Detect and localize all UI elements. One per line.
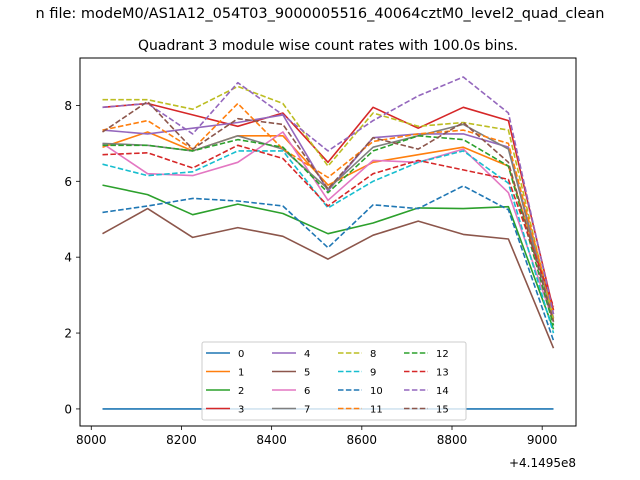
series-line-2 [102,184,555,330]
legend-label-1: 1 [238,368,244,379]
legend-label-3: 3 [238,405,244,416]
series-line-12 [102,135,555,326]
x-tick-label: 8600 [347,433,378,447]
x-tick-label: 8000 [76,433,107,447]
series-line-13 [102,144,555,307]
legend-label-9: 9 [370,368,376,379]
legend-label-13: 13 [436,368,449,379]
legend-label-2: 2 [238,386,244,397]
series-line-5 [102,207,555,349]
legend-label-12: 12 [436,349,449,360]
legend-label-10: 10 [370,386,383,397]
x-tick-label: 8200 [166,433,197,447]
legend-label-8: 8 [370,349,376,360]
series-line-8 [102,85,555,320]
legend-label-6: 6 [304,386,310,397]
y-tick-label: 6 [64,175,72,189]
series-line-3 [102,102,555,311]
series-line-15 [102,100,555,322]
chart-title: Quadrant 3 module wise count rates with … [138,38,518,54]
figure-suptitle: n file: modeM0/AS1A12_054T03_9000005516_… [36,6,605,22]
legend-label-4: 4 [304,349,310,360]
series-line-11 [102,102,555,315]
x-tick-label: 9000 [527,433,558,447]
legend-box [201,341,467,421]
x-tick-label: 8800 [437,433,468,447]
x-offset-label: +4.1495e8 [509,456,576,470]
series-lines [102,76,555,410]
series-line-14 [102,76,555,315]
series-line-10 [102,185,555,341]
x-axis: 8000 8200 8400 8600 8800 9000 [76,426,557,447]
legend-label-7: 7 [304,405,310,416]
legend-label-11: 11 [370,405,383,416]
series-line-4 [102,114,555,319]
series-line-1 [102,131,555,311]
legend-label-0: 0 [238,349,244,360]
legend-label-14: 14 [436,386,449,397]
y-tick-label: 8 [64,99,72,113]
series-line-6 [102,131,555,322]
x-tick-label: 8400 [256,433,287,447]
legend-label-15: 15 [436,405,449,416]
y-axis: 0 2 4 6 8 [64,99,80,416]
y-tick-label: 2 [64,327,72,341]
y-tick-label: 4 [64,251,72,265]
plot-frame [79,57,577,427]
y-tick-label: 0 [64,402,72,416]
legend-label-5: 5 [304,368,310,379]
